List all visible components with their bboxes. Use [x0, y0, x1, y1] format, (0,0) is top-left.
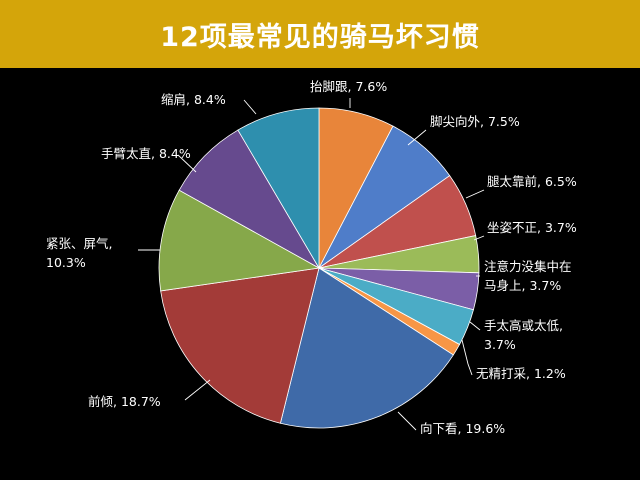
leader-line-11	[243, 99, 257, 115]
pie-slice-11	[237, 107, 320, 270]
chart-title: 12项最常见的骑马坏习惯	[160, 21, 480, 53]
slice-label-7: 向下看, 19.6%	[420, 421, 505, 436]
leader-line-2	[465, 189, 485, 199]
slice-label-9: 紧张、屏气, 10.3%	[46, 236, 112, 270]
title-bar: 12项最常见的骑马坏习惯	[0, 0, 640, 68]
leader-line-1	[407, 129, 427, 146]
slice-label-2: 腿太靠前, 6.5%	[487, 174, 577, 189]
leader-line-10	[177, 154, 197, 173]
slice-label-8: 前倾, 18.7%	[88, 394, 161, 409]
pie-slice-8	[160, 267, 320, 424]
slice-label-0: 抬脚跟, 7.6%	[310, 79, 387, 94]
leader-line-8	[184, 379, 211, 401]
slice-label-11: 缩肩, 8.4%	[161, 92, 226, 107]
leader-line-5	[469, 321, 481, 331]
pie-slice-9	[158, 189, 321, 292]
slice-label-3: 坐姿不正, 3.7%	[487, 220, 577, 235]
slice-label-5: 手太高或太低, 3.7%	[484, 318, 563, 352]
slice-label-6: 无精打采, 1.2%	[476, 366, 566, 381]
pie-slice-10	[178, 129, 321, 270]
leader-line-6	[461, 339, 473, 376]
slice-label-4: 注意力没集中在马身上, 3.7%	[484, 259, 572, 293]
slice-label-1: 脚尖向外, 7.5%	[430, 114, 520, 129]
pie-slice-7	[279, 267, 454, 429]
leader-line-7	[397, 411, 417, 431]
slice-label-10: 手臂太直, 8.4%	[101, 146, 191, 161]
leader-line-3	[473, 235, 485, 241]
